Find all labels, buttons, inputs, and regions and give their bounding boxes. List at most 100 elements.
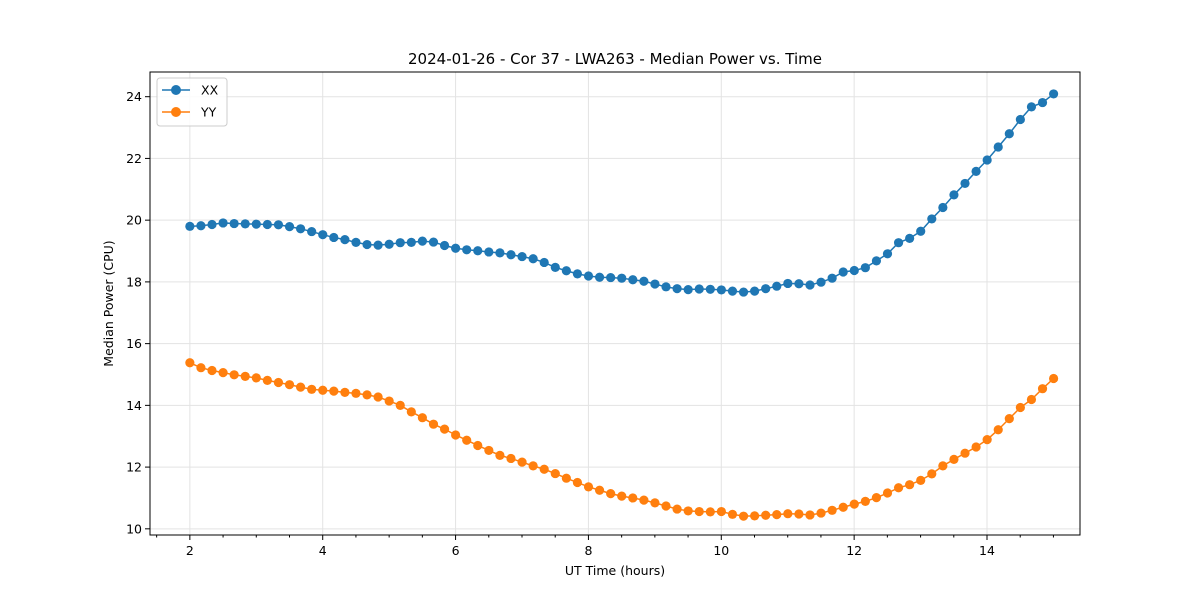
data-point-xx <box>982 155 992 165</box>
data-point-yy <box>628 493 638 503</box>
data-point-xx <box>295 224 306 234</box>
y-tick-label: 20 <box>126 213 142 228</box>
data-point-xx <box>451 243 461 253</box>
data-point-yy <box>185 358 195 368</box>
data-point-xx <box>583 271 594 281</box>
y-tick-label: 22 <box>126 151 142 166</box>
legend-label-yy: YY <box>200 105 217 120</box>
data-point-xx <box>683 285 693 295</box>
data-point-xx <box>960 178 970 189</box>
x-tick-label: 14 <box>979 543 995 558</box>
data-point-xx <box>694 284 704 294</box>
data-point-xx <box>362 239 372 250</box>
data-point-yy <box>916 475 926 485</box>
legend-marker-yy <box>171 107 181 117</box>
data-point-yy <box>572 477 583 488</box>
data-point-yy <box>661 501 671 511</box>
data-point-xx <box>705 284 715 294</box>
data-point-yy <box>805 510 815 520</box>
data-point-xx <box>539 257 549 268</box>
chart-title: 2024-01-26 - Cor 37 - LWA263 - Median Po… <box>408 50 822 68</box>
data-point-xx <box>606 272 616 283</box>
data-point-yy <box>1026 394 1037 405</box>
data-point-yy <box>417 413 427 423</box>
data-point-yy <box>196 363 206 373</box>
data-point-yy <box>827 505 837 515</box>
data-point-xx <box>849 265 859 276</box>
data-point-yy <box>750 511 760 521</box>
data-point-yy <box>218 368 228 378</box>
data-point-xx <box>816 277 826 287</box>
data-point-yy <box>539 464 549 474</box>
data-point-yy <box>727 509 738 519</box>
legend-marker-xx <box>171 85 181 95</box>
data-point-yy <box>495 450 505 460</box>
data-point-yy <box>783 509 793 519</box>
x-axis-label: UT Time (hours) <box>565 563 665 578</box>
data-point-yy <box>561 473 571 483</box>
data-point-xx <box>882 249 893 259</box>
data-point-yy <box>362 390 372 400</box>
data-point-xx <box>1049 89 1059 99</box>
data-point-yy <box>295 382 306 392</box>
data-point-yy <box>462 435 472 445</box>
data-point-yy <box>373 392 383 402</box>
data-point-yy <box>617 491 627 501</box>
data-point-xx <box>628 275 638 285</box>
data-point-xx <box>329 232 339 243</box>
x-tick-label: 6 <box>452 543 460 558</box>
data-point-yy <box>982 435 992 445</box>
data-point-yy <box>871 493 882 503</box>
data-point-yy <box>672 504 682 514</box>
data-point-xx <box>783 278 793 289</box>
data-point-xx <box>506 250 516 260</box>
data-point-xx <box>406 237 416 247</box>
y-tick-label: 18 <box>126 274 142 289</box>
data-point-yy <box>384 396 394 406</box>
legend: XX YY <box>156 77 228 127</box>
x-tick-label: 8 <box>584 543 592 558</box>
data-point-yy <box>849 499 859 509</box>
data-point-yy <box>761 510 771 520</box>
data-point-yy <box>517 457 527 467</box>
data-point-yy <box>484 445 494 456</box>
data-point-xx <box>1004 129 1014 139</box>
data-point-xx <box>639 276 649 286</box>
data-point-xx <box>860 263 870 273</box>
data-point-yy <box>772 510 782 520</box>
data-point-xx <box>772 281 782 291</box>
data-point-yy <box>340 387 350 397</box>
data-point-yy <box>738 511 749 521</box>
data-point-yy <box>1037 384 1048 394</box>
data-point-yy <box>1004 414 1014 424</box>
data-point-yy <box>838 502 848 512</box>
data-point-xx <box>727 286 738 296</box>
data-point-yy <box>960 448 970 458</box>
data-point-yy <box>1015 402 1025 413</box>
data-point-yy <box>716 506 726 517</box>
y-axis-label: Median Power (CPU) <box>101 240 116 366</box>
data-point-xx <box>307 226 317 237</box>
data-point-yy <box>351 388 361 398</box>
data-point-xx <box>927 214 937 224</box>
data-point-xx <box>196 221 206 231</box>
data-point-xx <box>495 248 505 258</box>
data-point-yy <box>439 424 450 434</box>
data-point-xx <box>750 286 760 296</box>
data-point-yy <box>428 419 439 429</box>
data-point-yy <box>905 480 915 490</box>
data-point-yy <box>329 386 339 396</box>
data-point-yy <box>473 440 483 451</box>
data-point-xx <box>716 285 726 295</box>
data-point-xx <box>229 218 239 229</box>
data-point-yy <box>240 371 250 381</box>
data-point-yy <box>1049 373 1059 384</box>
plot-frame <box>149 71 1081 536</box>
data-point-xx <box>251 219 261 229</box>
data-point-xx <box>185 221 195 231</box>
data-point-xx <box>517 251 527 262</box>
data-point-xx <box>428 237 439 247</box>
data-point-yy <box>262 375 272 385</box>
